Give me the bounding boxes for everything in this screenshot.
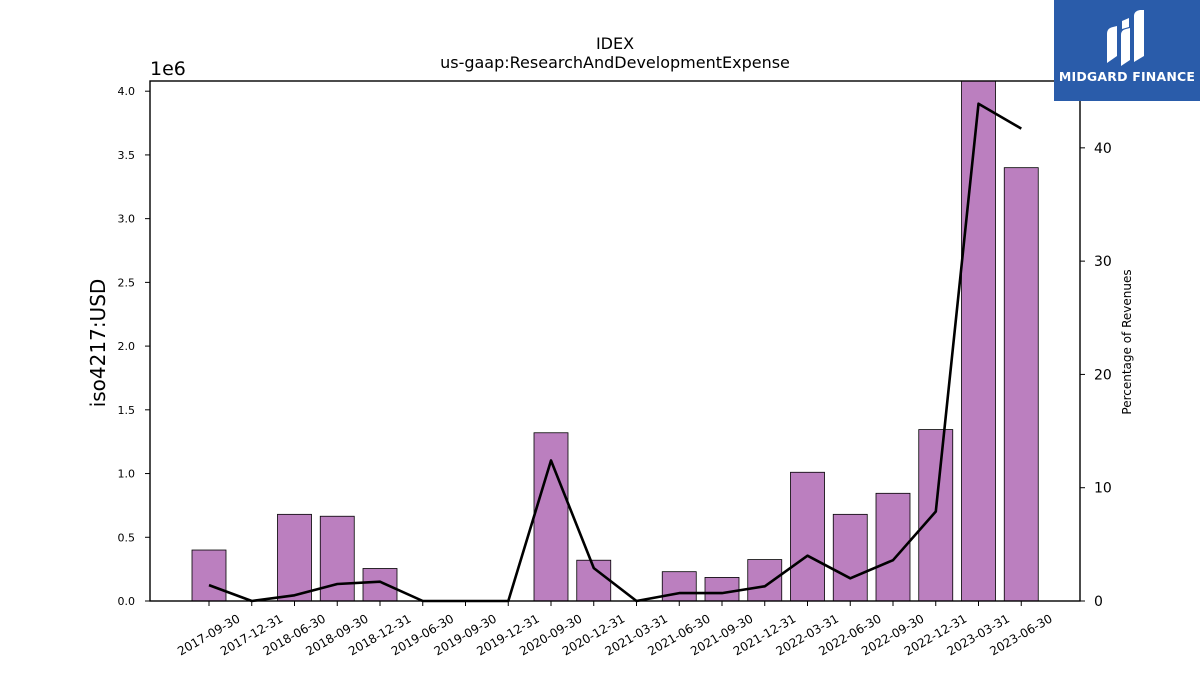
- y2-tick-label: 0: [1094, 594, 1103, 610]
- logo-mark-icon: [1107, 10, 1144, 66]
- y-tick-label: 1.0: [118, 468, 136, 481]
- bar-2023-06-30: [1003, 167, 1039, 602]
- plot-frame: [149, 80, 1081, 602]
- y-tick-label: 2.5: [118, 276, 136, 289]
- y-axis-multiplier: 1e6: [150, 58, 186, 80]
- bar-2018-06-30: [277, 513, 312, 602]
- bar-2021-09-30: [704, 577, 740, 602]
- chart-title: IDEX: [596, 34, 634, 53]
- bar-2022-12-31: [918, 429, 954, 602]
- y2-axis: 0 10 20 30 40: [1080, 141, 1112, 610]
- y-axis-label: iso4217:USD: [86, 279, 110, 408]
- y-tick-label: 0.5: [118, 531, 136, 544]
- y-axis: 0.0 0.5 1.0 1.5 2.0 2.5 3.0 3.5 4.0: [118, 85, 150, 608]
- bar-2017-09-30: [191, 549, 227, 602]
- y-tick-label: 1.5: [118, 404, 136, 417]
- y-tick-label: 3.5: [118, 149, 136, 162]
- bar-2023-03-31: [961, 80, 996, 602]
- y-tick-label: 4.0: [118, 85, 136, 98]
- y2-axis-label: Percentage of Revenues: [1120, 269, 1134, 414]
- logo-text: MIDGARD FINANCE: [1058, 69, 1196, 84]
- y2-tick-label: 40: [1094, 141, 1112, 157]
- brand-logo: MIDGARD FINANCE: [1054, 0, 1200, 101]
- line-group: [208, 102, 1022, 603]
- bar-2021-12-31: [747, 559, 783, 602]
- bars-group: [191, 80, 1039, 602]
- y2-tick-label: 30: [1094, 254, 1112, 270]
- y2-tick-label: 10: [1094, 481, 1112, 497]
- bar-2020-09-30: [533, 432, 569, 602]
- bar-2022-03-31: [790, 471, 825, 602]
- y-tick-label: 2.0: [118, 340, 136, 353]
- y-tick-label: 3.0: [118, 213, 136, 226]
- percentage-line: [208, 102, 1022, 603]
- bar-2022-06-30: [832, 513, 868, 602]
- x-axis: 2017-09-302017-12-312018-06-302018-09-30…: [175, 601, 1055, 658]
- bar-2018-12-31: [362, 568, 398, 602]
- y2-tick-label: 20: [1094, 367, 1112, 383]
- y-tick-label: 0.0: [118, 595, 136, 608]
- chart-subtitle: us-gaap:ResearchAndDevelopmentExpense: [440, 53, 790, 72]
